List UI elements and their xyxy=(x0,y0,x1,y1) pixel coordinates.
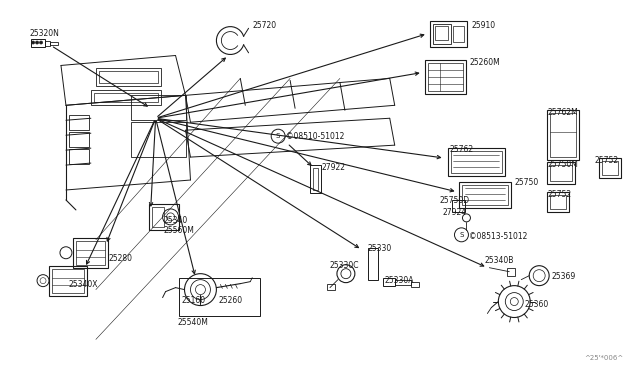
Text: 25340X: 25340X xyxy=(69,280,99,289)
Text: 25560M: 25560M xyxy=(164,226,195,235)
Circle shape xyxy=(36,41,38,44)
Bar xyxy=(179,278,260,315)
Text: 25360: 25360 xyxy=(524,299,548,309)
Bar xyxy=(131,122,186,157)
Circle shape xyxy=(31,41,35,44)
Text: ©08510-51012: ©08510-51012 xyxy=(286,132,344,141)
Text: 25330C: 25330C xyxy=(330,261,360,270)
Text: 25910: 25910 xyxy=(472,20,495,30)
Text: 25160: 25160 xyxy=(182,296,205,305)
Bar xyxy=(411,282,419,286)
Bar xyxy=(152,207,164,227)
Text: 27922: 27922 xyxy=(322,163,346,172)
Bar xyxy=(52,269,84,293)
Bar xyxy=(395,280,411,285)
Bar xyxy=(94,93,157,102)
Bar xyxy=(383,278,395,286)
Bar xyxy=(50,42,58,45)
Text: S: S xyxy=(460,232,463,238)
Text: 25752: 25752 xyxy=(547,190,572,199)
Bar xyxy=(547,192,569,212)
Text: 25762M: 25762M xyxy=(547,108,578,117)
Text: 25330: 25330 xyxy=(368,244,392,253)
Bar xyxy=(69,115,89,130)
Text: S: S xyxy=(276,133,280,139)
Text: 25762: 25762 xyxy=(449,145,474,154)
Circle shape xyxy=(40,41,42,44)
Bar xyxy=(310,165,321,193)
Bar xyxy=(148,204,179,230)
Text: 25320N: 25320N xyxy=(29,29,59,38)
Bar xyxy=(91,90,161,105)
Text: 25260: 25260 xyxy=(218,296,243,305)
Bar xyxy=(547,110,579,160)
Bar xyxy=(327,283,335,290)
Bar xyxy=(508,268,515,276)
Bar xyxy=(433,23,451,44)
Bar xyxy=(428,64,463,92)
Bar xyxy=(45,41,50,45)
Bar xyxy=(550,195,566,209)
Text: 25750D: 25750D xyxy=(440,196,470,205)
Bar xyxy=(31,39,45,46)
Bar xyxy=(69,132,89,147)
Bar xyxy=(96,68,161,86)
Text: 25260M: 25260M xyxy=(469,58,500,67)
Bar xyxy=(99,71,157,83)
Text: 25750: 25750 xyxy=(515,178,538,187)
Bar xyxy=(73,238,108,268)
Bar xyxy=(599,158,621,178)
Bar xyxy=(463,185,508,205)
Text: 27924: 27924 xyxy=(442,208,467,217)
Text: 25750M: 25750M xyxy=(547,160,578,169)
Text: 25330A: 25330A xyxy=(385,276,414,285)
Bar xyxy=(69,149,89,164)
Text: ©08513-51012: ©08513-51012 xyxy=(469,232,528,241)
Bar xyxy=(447,148,506,176)
Bar xyxy=(313,168,318,190)
Bar xyxy=(451,151,502,173)
Bar xyxy=(131,95,186,120)
Bar xyxy=(550,113,576,157)
Text: ^25'*006^: ^25'*006^ xyxy=(584,355,624,361)
Bar xyxy=(435,26,447,39)
Text: 25540M: 25540M xyxy=(177,318,208,327)
Bar xyxy=(451,200,465,212)
Bar xyxy=(76,241,105,265)
Bar xyxy=(424,61,467,94)
Text: 25340B: 25340B xyxy=(484,256,514,265)
Bar xyxy=(460,182,511,208)
Bar xyxy=(602,161,618,175)
Bar xyxy=(547,162,575,184)
Bar xyxy=(452,26,465,42)
Text: 25720: 25720 xyxy=(252,20,276,30)
Text: 25369: 25369 xyxy=(551,272,575,281)
Text: 25340: 25340 xyxy=(164,216,188,225)
Bar xyxy=(429,20,467,46)
Bar xyxy=(550,165,572,181)
Text: 25280: 25280 xyxy=(109,254,132,263)
Bar xyxy=(49,266,87,296)
Text: 25752: 25752 xyxy=(595,156,619,165)
Bar xyxy=(368,248,378,280)
